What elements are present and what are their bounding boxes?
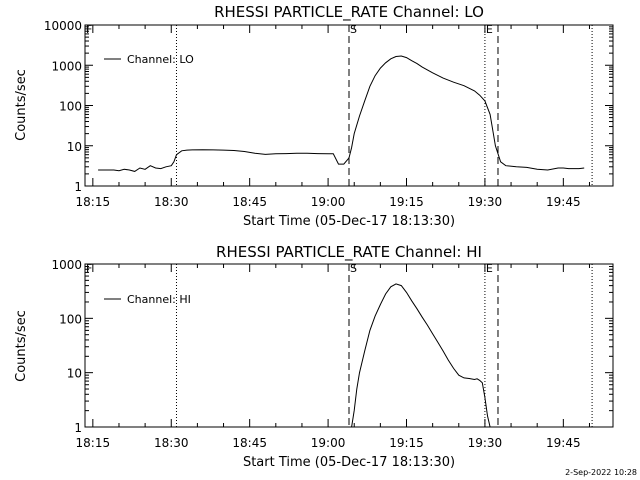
- legend: Channel: LO: [104, 53, 194, 66]
- plot-frame: [84, 263, 614, 428]
- event-marker-label: F: [86, 23, 92, 36]
- y-tick-label: 10000: [44, 19, 82, 33]
- x-tick-label: 19:30: [468, 195, 503, 209]
- y-tick-label: 10: [67, 140, 82, 154]
- series-layer: [351, 283, 491, 428]
- x-tick-label: 19:45: [546, 195, 581, 209]
- x-tick-label: 18:45: [232, 436, 267, 450]
- x-tick-label: 18:15: [76, 436, 111, 450]
- chart-title: RHESSI PARTICLE_RATE Channel: HI: [216, 243, 482, 262]
- chart-title: RHESSI PARTICLE_RATE Channel: LO: [214, 3, 484, 22]
- ticks-layer: 18:15 18:30 18:45 19:00 19:15 19:30 19:45 1 10 10…: [51, 258, 613, 450]
- footer-timestamp: 2-Sep-2022 10:28: [565, 468, 637, 477]
- series-line: [351, 283, 491, 428]
- series-line: [98, 55, 585, 172]
- x-tick-label: 18:30: [154, 195, 189, 209]
- event-marker-label: F: [86, 262, 92, 275]
- legend: Channel: HI: [104, 293, 191, 306]
- y-tick-label: 1000: [51, 59, 82, 73]
- y-tick-label: 10: [67, 367, 82, 381]
- event-marker-label: S: [350, 262, 357, 275]
- x-axis-label: Start Time (05-Dec-17 18:13:30): [243, 455, 455, 470]
- y-tick-label: 100: [59, 100, 82, 114]
- legend-label: Channel: LO: [127, 53, 194, 66]
- plot-frame: [84, 24, 614, 187]
- x-tick-label: 19:15: [389, 195, 424, 209]
- y-tick-label: 1000: [51, 258, 82, 272]
- ticks-layer: 18:15 18:30 18:45 19:00 19:15 19:30 19:45 1 10 10…: [44, 19, 613, 209]
- y-tick-label: 1: [74, 421, 82, 435]
- panel-hi: RHESSI PARTICLE_RATE Channel: HI 18:15 18…: [14, 243, 614, 470]
- y-tick-label: 100: [59, 312, 82, 326]
- x-tick-label: 18:15: [76, 195, 111, 209]
- y-axis-label: Counts/sec: [14, 310, 29, 382]
- panel-lo: RHESSI PARTICLE_RATE Channel: LO 18:15 18…: [14, 3, 614, 229]
- x-tick-label: 19:00: [311, 195, 346, 209]
- series-layer: [98, 55, 585, 172]
- y-tick-label: 1: [74, 180, 82, 194]
- x-tick-label: 19:30: [468, 436, 503, 450]
- x-tick-label: 19:15: [389, 436, 424, 450]
- x-tick-label: 19:45: [546, 436, 581, 450]
- x-axis-label: Start Time (05-Dec-17 18:13:30): [243, 214, 455, 229]
- x-tick-label: 18:45: [232, 195, 267, 209]
- y-axis-label: Counts/sec: [14, 69, 29, 141]
- event-marker-label: E: [486, 262, 493, 275]
- x-tick-label: 18:30: [154, 436, 189, 450]
- x-tick-label: 19:00: [311, 436, 346, 450]
- event-marker-label: S: [350, 23, 357, 36]
- legend-label: Channel: HI: [127, 293, 191, 306]
- event-marker-label: E: [486, 23, 493, 36]
